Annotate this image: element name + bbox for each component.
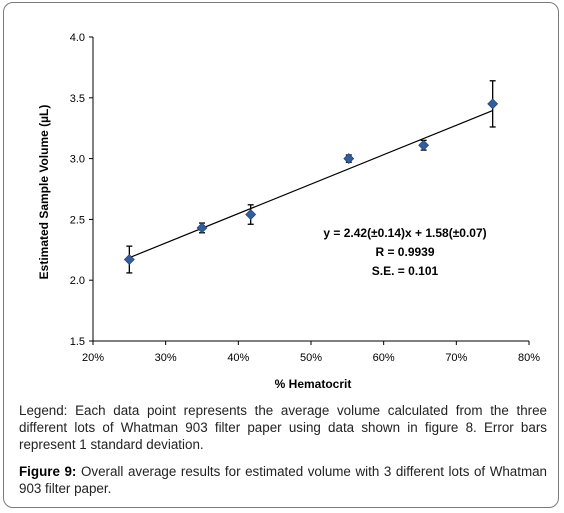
x-tick-label: 60% bbox=[373, 352, 395, 364]
figure-caption: Figure 9: Overall average results for es… bbox=[19, 463, 547, 497]
y-tick-label: 3.0 bbox=[70, 154, 85, 166]
fit-line bbox=[129, 110, 493, 259]
x-tick-label: 20% bbox=[82, 352, 104, 364]
chart-legend-text: Legend: Each data point represents the a… bbox=[19, 403, 547, 452]
data-point-marker bbox=[343, 153, 355, 165]
x-tick-label: 30% bbox=[155, 352, 177, 364]
figure-frame bbox=[3, 2, 559, 508]
y-tick-label: 1.5 bbox=[70, 336, 85, 348]
x-tick-label: 70% bbox=[445, 352, 467, 364]
y-tick-label: 4.0 bbox=[70, 32, 85, 44]
chart: 1.52.02.53.03.54.020% 30% 40% 50% 60% 70% 80% … bbox=[37, 32, 541, 391]
x-axis-title: % Hematocrit bbox=[275, 377, 352, 391]
figure-caption-text: Overall average results for estimated vo… bbox=[19, 464, 547, 496]
data-point-marker bbox=[196, 222, 208, 234]
x-tick-label: 80% bbox=[518, 352, 540, 364]
chart-ticks: 1.5 2.0 2.5 3.0 3.5 4.0 20% 30% 40% 50% 60% 70% 80% bbox=[70, 32, 541, 364]
chart-axes bbox=[92, 37, 529, 342]
fit-line-group bbox=[129, 110, 493, 259]
data-point-marker bbox=[487, 98, 499, 110]
data-point-marker bbox=[123, 254, 135, 265]
equation-annotation: y = 2.42(±0.14)x + 1.58(±0.07) bbox=[323, 226, 486, 240]
data-point-marker bbox=[418, 139, 430, 151]
data-point-marker bbox=[245, 209, 257, 220]
x-tick-label: 40% bbox=[227, 352, 249, 364]
y-axis-title: Estimated Sample Volume (µL) bbox=[37, 105, 51, 280]
y-tick-label: 3.5 bbox=[70, 93, 85, 105]
y-tick-label: 2.0 bbox=[70, 275, 85, 287]
x-tick-label: 50% bbox=[300, 352, 322, 364]
se-annotation: S.E. = 0.101 bbox=[372, 264, 439, 278]
y-tick-label: 2.5 bbox=[70, 214, 85, 226]
figure-label: Figure 9: bbox=[19, 464, 77, 479]
data-points bbox=[123, 80, 499, 274]
r-annotation: R = 0.9939 bbox=[375, 245, 434, 259]
